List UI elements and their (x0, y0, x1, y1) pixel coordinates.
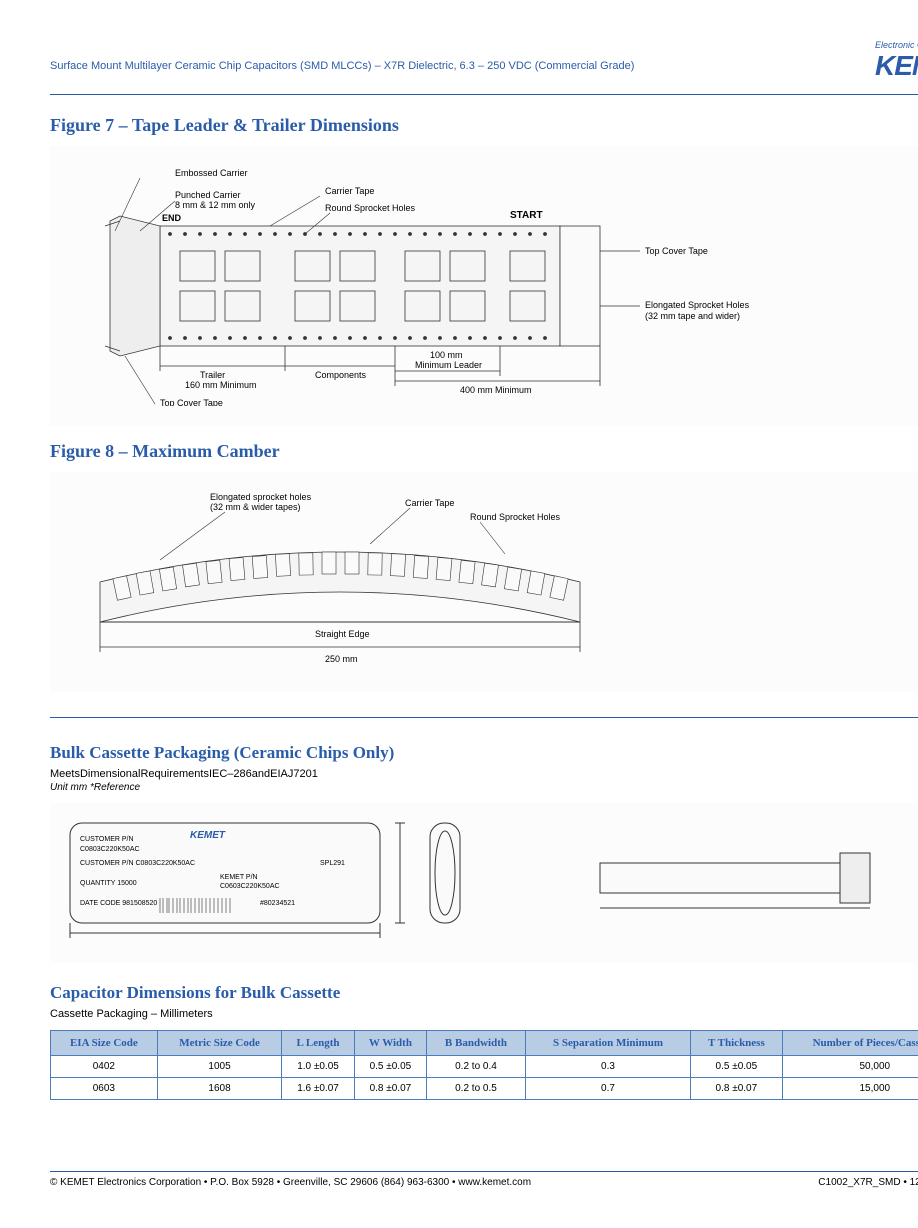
table-header: S Separation Minimum (525, 1031, 690, 1056)
table-cell: 0.2 to 0.5 (427, 1078, 526, 1100)
table-header: L Length (282, 1031, 354, 1056)
fig7-topcover-label: Top Cover Tape (645, 246, 708, 256)
fig8-round-label: Round Sprocket Holes (470, 512, 561, 522)
header-title: Surface Mount Multilayer Ceramic Chip Ca… (50, 40, 634, 72)
fig7-topcover2-label: Top Cover Tape (160, 398, 223, 406)
table-header: EIA Size Code (51, 1031, 158, 1056)
table-cell: 1.0 ±0.05 (282, 1056, 354, 1078)
bulk-kemetpn2-label: C0603C220K50AC (220, 883, 280, 890)
fig8-carrier-label: Carrier Tape (405, 498, 454, 508)
table-cell: 1608 (157, 1078, 282, 1100)
fig8-dim-label: 250 mm (325, 654, 358, 664)
figure8-diagram: Elongated sprocket holes (32 mm & wider … (50, 472, 918, 692)
table-cell: 0.8 ±0.07 (354, 1078, 426, 1100)
table-cell: 0.5 ±0.05 (691, 1056, 782, 1078)
bulk-qty-label: QUANTITY 15000 (80, 880, 137, 887)
fig7-embossed-label: Embossed Carrier (175, 168, 248, 178)
bulk-num-label: #80234521 (260, 900, 295, 907)
figure7-title: Figure 7 – Tape Leader & Trailer Dimensi… (50, 115, 918, 136)
fig8-elongated-label: Elongated sprocket holes (210, 492, 312, 502)
page-footer: © KEMET Electronics Corporation • P.O. B… (50, 1171, 918, 1188)
bulk-customer2-label: CUSTOMER P/N C0803C220K50AC (80, 860, 195, 867)
figure7-diagram: Embossed Carrier Punched Carrier 8 mm & … (50, 146, 918, 426)
table-cell: 0603 (51, 1078, 158, 1100)
page-header: Surface Mount Multilayer Ceramic Chip Ca… (50, 40, 918, 95)
table-cell: 50,000 (782, 1056, 918, 1078)
bulk-pn-label: C0803C220K50AC (80, 846, 140, 853)
fig7-leader400-label: 400 mm Minimum (460, 385, 532, 395)
bulk-diagram: CUSTOMER P/N C0803C220K50AC KEMET CUSTOM… (50, 803, 918, 963)
divider (50, 717, 918, 718)
bulk-customer-label: CUSTOMER P/N (80, 836, 134, 843)
table-cell: 1005 (157, 1056, 282, 1078)
fig7-punched-label2: 8 mm & 12 mm only (175, 200, 256, 210)
table-row: 040210051.0 ±0.050.5 ±0.050.2 to 0.40.30… (51, 1056, 918, 1078)
bulk-subtitle: MeetsDimensionalRequirementsIEC–286andEI… (50, 768, 918, 780)
table-header: T Thickness (691, 1031, 782, 1056)
table-row: 060316081.6 ±0.070.8 ±0.070.2 to 0.50.70… (51, 1078, 918, 1100)
bulk-kemetpn-label: KEMET P/N (220, 874, 258, 881)
fig7-carrier-label: Carrier Tape (325, 186, 374, 196)
bulk-date-label: DATE CODE 981508520 (80, 900, 157, 907)
kemet-logo: Electronic Components KEMET CHARGED (875, 40, 918, 92)
capdim-table: EIA Size CodeMetric Size CodeL LengthW W… (50, 1030, 918, 1100)
table-header: W Width (354, 1031, 426, 1056)
bulk-spl-label: SPL291 (320, 860, 345, 867)
logo-tagline: Electronic Components (875, 40, 918, 50)
table-header: Number of Pieces/Cassette (782, 1031, 918, 1056)
fig7-trailer-label: Trailer (200, 370, 225, 380)
fig7-leader100-label: 100 mm (430, 350, 463, 360)
bulk-logo: KEMET (190, 830, 226, 841)
table-cell: 0.2 to 0.4 (427, 1056, 526, 1078)
footer-right: C1002_X7R_SMD • 12/1/2014 22 (818, 1177, 918, 1188)
bulk-note: Unit mm *Reference (50, 782, 918, 793)
table-cell: 0.7 (525, 1078, 690, 1100)
footer-left: © KEMET Electronics Corporation • P.O. B… (50, 1177, 531, 1188)
fig7-elongated-label: Elongated Sprocket Holes (645, 300, 750, 310)
fig8-elongated-label2: (32 mm & wider tapes) (210, 502, 301, 512)
bulk-title: Bulk Cassette Packaging (Ceramic Chips O… (50, 743, 918, 763)
logo-text: KEMET (875, 50, 918, 82)
fig7-elongated-label2: (32 mm tape and wider) (645, 311, 740, 321)
table-header: B Bandwidth (427, 1031, 526, 1056)
table-cell: 15,000 (782, 1078, 918, 1100)
table-cell: 0.5 ±0.05 (354, 1056, 426, 1078)
fig7-round-label: Round Sprocket Holes (325, 203, 416, 213)
table-cell: 0.3 (525, 1056, 690, 1078)
logo-subtitle: CHARGED (875, 82, 918, 92)
fig7-components-label: Components (315, 370, 367, 380)
capdim-subtitle: Cassette Packaging – Millimeters (50, 1008, 918, 1020)
fig7-trailer-label2: 160 mm Minimum (185, 380, 257, 390)
fig7-punched-label: Punched Carrier (175, 190, 241, 200)
fig7-leader100-label2: Minimum Leader (415, 360, 482, 370)
table-cell: 0.8 ±0.07 (691, 1078, 782, 1100)
fig7-start-label: START (510, 210, 543, 221)
table-cell: 0402 (51, 1056, 158, 1078)
capdim-title: Capacitor Dimensions for Bulk Cassette (50, 983, 918, 1003)
fig8-edge-label: Straight Edge (315, 629, 370, 639)
table-cell: 1.6 ±0.07 (282, 1078, 354, 1100)
fig7-end-label: END (162, 213, 182, 223)
table-header: Metric Size Code (157, 1031, 282, 1056)
figure8-title: Figure 8 – Maximum Camber (50, 441, 918, 462)
